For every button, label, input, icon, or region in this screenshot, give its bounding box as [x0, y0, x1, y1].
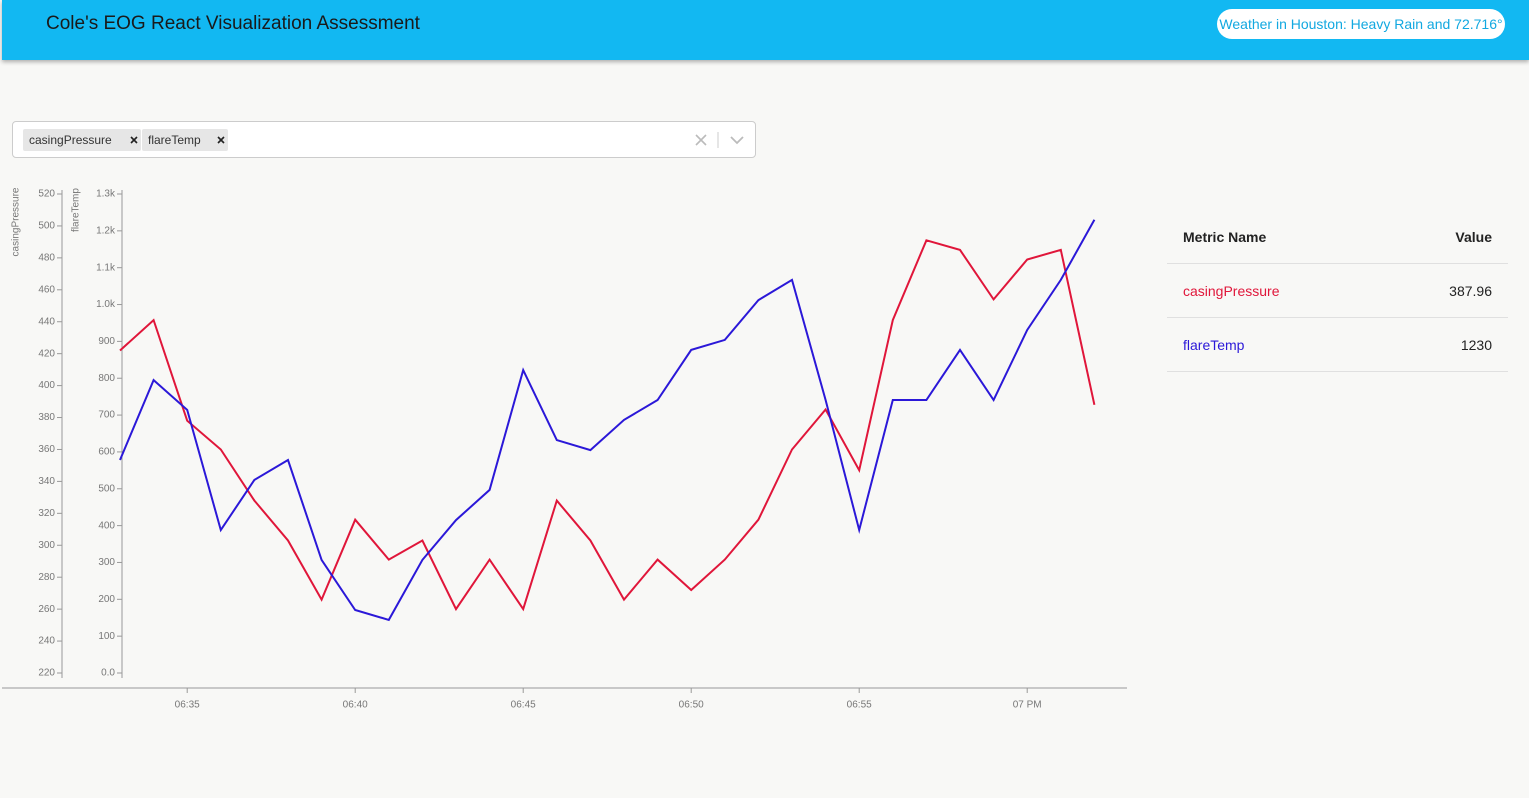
- y-tick-label: 460: [38, 284, 55, 295]
- y-tick-label: 500: [38, 221, 55, 232]
- y2-tick-label: 800: [98, 373, 115, 384]
- metric-value: 1230: [1460, 337, 1492, 353]
- y2-axis-title: flareTemp: [71, 188, 82, 232]
- y-tick-label: 380: [38, 412, 55, 423]
- y-tick-label: 300: [38, 540, 55, 551]
- y-tick-label: 400: [38, 380, 55, 391]
- y-tick-label: 260: [38, 604, 55, 615]
- table-row: flareTemp 1230: [1167, 318, 1508, 372]
- chip-remove[interactable]: [129, 135, 139, 145]
- y-tick-label: 520: [38, 189, 55, 200]
- app-title: Cole's EOG React Visualization Assessmen…: [46, 13, 420, 34]
- x-tick-label: 06:45: [511, 700, 536, 711]
- select-controls[interactable]: [693, 132, 748, 148]
- chart: casingPressure flareTemp 220 240 260 280 300…: [2, 187, 1127, 711]
- chip-label: flareTemp: [148, 133, 201, 147]
- x-tick-label: 07 PM: [1013, 700, 1042, 711]
- series-line: [119, 219, 1096, 622]
- column-header: Metric Name: [1183, 229, 1267, 245]
- y-axis-title: casingPressure: [11, 187, 22, 256]
- x-tick-label: 06:40: [343, 700, 368, 711]
- y2-tick-label: 200: [98, 594, 115, 605]
- column-header: Value: [1455, 229, 1492, 245]
- metric-value: 387.96: [1449, 283, 1492, 299]
- y2-tick-label: 300: [98, 557, 115, 568]
- y-tick-label: 480: [38, 253, 55, 264]
- y-tick-label: 340: [38, 476, 55, 487]
- y2-tick-label: 0.0: [101, 668, 115, 679]
- app-bar: Cole's EOG React Visualization Assessmen…: [2, 0, 1529, 60]
- table-row: casingPressure 387.96: [1167, 264, 1508, 318]
- metric-name: flareTemp: [1183, 337, 1245, 353]
- chip: flareTemp: [142, 129, 228, 151]
- metric-table: Metric Name Value casingPressure 387.96 fl…: [1167, 210, 1508, 372]
- x-tick-label: 06:50: [679, 700, 704, 711]
- chip: casingPressure: [23, 129, 141, 151]
- y-tick-label: 220: [38, 668, 55, 679]
- table-header: Metric Name Value: [1167, 210, 1508, 264]
- x-tick-label: 06:55: [847, 700, 872, 711]
- metric-name: casingPressure: [1183, 283, 1280, 299]
- metric-select[interactable]: casingPressure flareTemp: [12, 121, 756, 158]
- y-tick-label: 360: [38, 444, 55, 455]
- y2-tick-label: 1.0k: [96, 299, 116, 310]
- y2-tick-label: 1.3k: [96, 189, 116, 200]
- y2-tick-label: 900: [98, 336, 115, 347]
- y2-tick-label: 600: [98, 447, 115, 458]
- y2-tick-label: 100: [98, 631, 115, 642]
- y-tick-label: 240: [38, 636, 55, 647]
- y-tick-label: 440: [38, 316, 55, 327]
- weather-chip[interactable]: Weather in Houston: Heavy Rain and 72.71…: [1217, 9, 1505, 39]
- chip-label: casingPressure: [29, 133, 112, 147]
- x-tick-label: 06:35: [175, 700, 200, 711]
- y-tick-label: 320: [38, 508, 55, 519]
- y2-tick-label: 400: [98, 520, 115, 531]
- y2-tick-label: 1.1k: [96, 262, 116, 273]
- y2-tick-label: 500: [98, 483, 115, 494]
- series-line: [119, 239, 1096, 612]
- y2-tick-label: 1.2k: [96, 225, 116, 236]
- chip-remove[interactable]: [216, 135, 226, 145]
- y-tick-label: 280: [38, 572, 55, 583]
- y-tick-label: 420: [38, 348, 55, 359]
- y2-tick-label: 700: [98, 410, 115, 421]
